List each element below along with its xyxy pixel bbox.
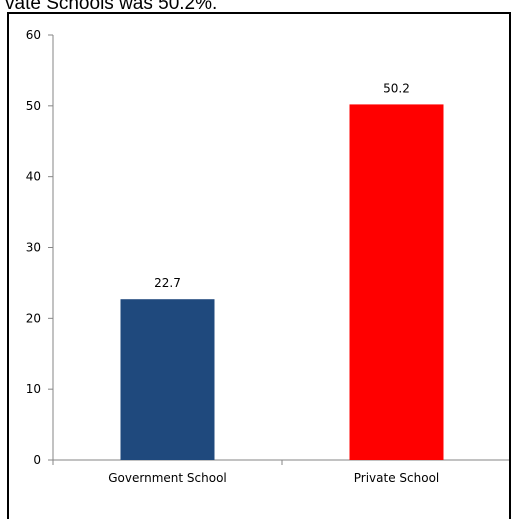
category-label: Private School	[354, 471, 440, 485]
caption-text: vate Schools was 50.2%.	[5, 0, 218, 14]
chart-frame: 0 10 20 30 40 50 60 22.7 50.2 Government School…	[7, 12, 511, 519]
data-labels: 22.7 50.2	[154, 81, 410, 290]
bar-private-school	[349, 104, 444, 461]
y-tick-label: 60	[26, 28, 41, 42]
data-label: 50.2	[383, 81, 410, 95]
y-tick-label: 20	[26, 311, 41, 325]
y-tick-label: 50	[26, 99, 41, 113]
y-tick-label: 30	[26, 241, 41, 255]
category-labels: Government School Private School	[108, 471, 439, 485]
bar-government-school	[120, 299, 215, 460]
category-label: Government School	[108, 471, 227, 485]
y-tick-label: 0	[33, 453, 41, 467]
data-label: 22.7	[154, 276, 181, 290]
y-tick-label: 10	[26, 382, 41, 396]
y-tick-label: 40	[26, 170, 41, 184]
chart-bars	[120, 104, 444, 461]
y-axis-ticks: 0 10 20 30 40 50 60	[26, 28, 53, 467]
bar-chart: 0 10 20 30 40 50 60 22.7 50.2 Government School…	[26, 28, 509, 485]
